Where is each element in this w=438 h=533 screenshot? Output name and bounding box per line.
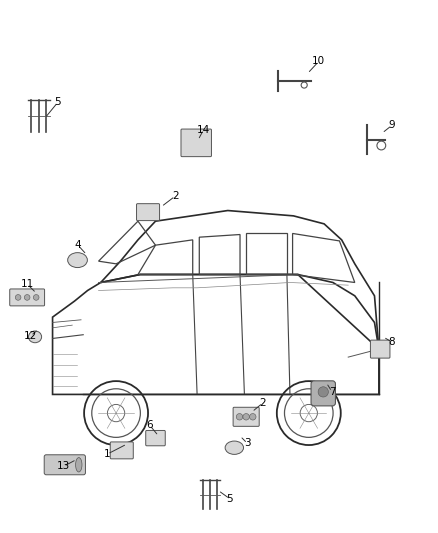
FancyBboxPatch shape bbox=[44, 455, 85, 475]
Text: 4: 4 bbox=[74, 240, 81, 250]
Text: 2: 2 bbox=[259, 398, 266, 408]
Circle shape bbox=[15, 295, 21, 300]
Circle shape bbox=[318, 387, 328, 397]
FancyBboxPatch shape bbox=[371, 340, 390, 358]
Text: 5: 5 bbox=[226, 494, 233, 504]
Ellipse shape bbox=[67, 253, 87, 268]
FancyBboxPatch shape bbox=[311, 381, 336, 406]
Circle shape bbox=[250, 414, 256, 420]
FancyBboxPatch shape bbox=[110, 442, 133, 459]
Text: 7: 7 bbox=[328, 387, 336, 397]
Circle shape bbox=[33, 295, 39, 300]
Text: 13: 13 bbox=[57, 462, 70, 471]
FancyBboxPatch shape bbox=[146, 431, 165, 446]
FancyBboxPatch shape bbox=[233, 407, 259, 426]
Text: 3: 3 bbox=[244, 439, 251, 448]
Circle shape bbox=[25, 295, 30, 300]
Text: 5: 5 bbox=[54, 98, 61, 107]
Text: 2: 2 bbox=[172, 191, 179, 201]
Text: 11: 11 bbox=[21, 279, 34, 289]
Text: 12: 12 bbox=[24, 331, 37, 341]
Text: 1: 1 bbox=[104, 449, 111, 459]
Text: 8: 8 bbox=[389, 337, 396, 347]
FancyBboxPatch shape bbox=[181, 129, 212, 157]
Circle shape bbox=[243, 414, 249, 420]
FancyBboxPatch shape bbox=[10, 289, 45, 306]
Ellipse shape bbox=[225, 441, 244, 454]
Ellipse shape bbox=[28, 331, 42, 343]
Text: 14: 14 bbox=[197, 125, 210, 134]
Circle shape bbox=[236, 414, 243, 420]
FancyBboxPatch shape bbox=[137, 204, 159, 221]
Text: 6: 6 bbox=[146, 421, 153, 430]
Ellipse shape bbox=[76, 457, 82, 472]
Text: 9: 9 bbox=[389, 120, 396, 130]
Text: 10: 10 bbox=[312, 56, 325, 66]
